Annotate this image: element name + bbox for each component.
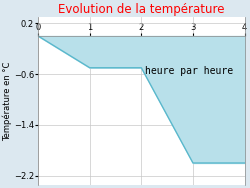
Y-axis label: Température en °C: Température en °C <box>3 61 12 141</box>
Title: Evolution de la température: Evolution de la température <box>58 3 224 16</box>
Text: heure par heure: heure par heure <box>145 66 233 76</box>
